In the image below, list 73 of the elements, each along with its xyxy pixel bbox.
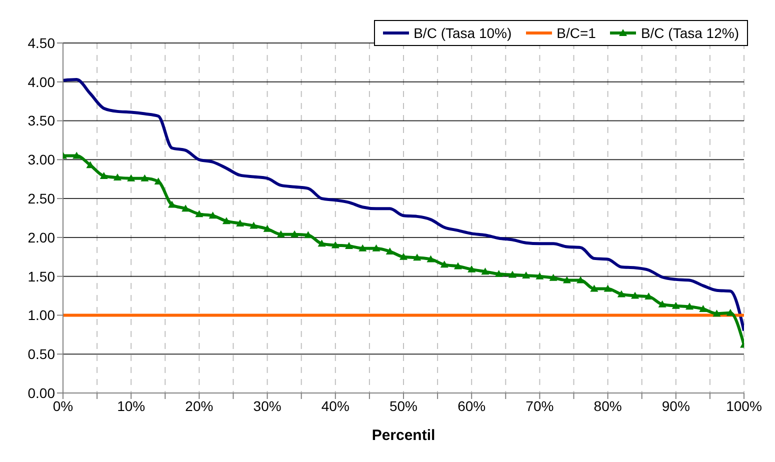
- y-tick-label: 0.50: [28, 346, 56, 362]
- point: [318, 240, 326, 247]
- point: [236, 219, 244, 226]
- point: [331, 241, 340, 248]
- point: [686, 302, 694, 310]
- y-tick-label: 3.00: [28, 152, 56, 168]
- point: [562, 276, 571, 284]
- point: [250, 222, 258, 229]
- point: [182, 204, 190, 212]
- x-tick-label: 20%: [185, 398, 214, 414]
- point: [468, 265, 476, 272]
- point: [440, 260, 448, 268]
- point: [590, 284, 598, 292]
- point: [195, 210, 204, 218]
- point: [72, 152, 81, 159]
- point: [113, 174, 122, 181]
- point: [386, 247, 394, 254]
- x-tick-label: 40%: [321, 398, 350, 414]
- point: [604, 284, 612, 292]
- x-tick-label: 50%: [389, 398, 418, 414]
- point: [536, 272, 544, 280]
- x-tick-label: 80%: [594, 398, 622, 414]
- point: [168, 200, 176, 208]
- point: [222, 217, 230, 224]
- point: [617, 290, 626, 298]
- point: [508, 270, 516, 278]
- point: [522, 272, 530, 279]
- point: [426, 255, 435, 262]
- point: [699, 305, 708, 312]
- y-tick-label: 1.50: [28, 268, 56, 284]
- legend-label: B/C (Tasa 10%): [414, 25, 512, 41]
- legend-label: B/C (Tasa 12%): [640, 25, 739, 41]
- x-axis-title: Percentil: [372, 427, 436, 444]
- point: [494, 270, 503, 277]
- point: [100, 172, 108, 179]
- point: [140, 174, 149, 182]
- point: [631, 292, 640, 299]
- point: [276, 230, 285, 238]
- y-tick-label: 4.00: [28, 74, 56, 90]
- x-tick-label: 10%: [117, 398, 146, 414]
- line-series: [63, 78, 744, 332]
- point: [372, 244, 380, 252]
- x-tick-label: 60%: [458, 398, 486, 414]
- y-tick-label: 3.50: [28, 112, 56, 129]
- point: [549, 274, 558, 281]
- y-tick-label: 0.00: [28, 384, 56, 401]
- point: [576, 276, 585, 284]
- x-tick-label: 100%: [726, 398, 762, 414]
- point: [658, 300, 666, 308]
- point: [290, 230, 299, 238]
- point: [208, 212, 217, 219]
- point: [413, 254, 422, 261]
- y-tick-label: 1.00: [28, 307, 56, 324]
- point: [712, 310, 721, 317]
- x-tick-label: 0%: [52, 398, 74, 414]
- point: [672, 302, 680, 309]
- x-tick-label: 90%: [662, 398, 690, 414]
- point: [358, 244, 367, 252]
- y-tick-label: 4.50: [28, 34, 56, 51]
- x-tick-label: 70%: [526, 398, 554, 414]
- point: [454, 262, 462, 270]
- x-tick-label: 30%: [253, 398, 282, 414]
- y-tick-label: 2.50: [28, 190, 56, 207]
- point: [263, 224, 272, 232]
- point: [481, 268, 490, 275]
- point: [304, 231, 312, 238]
- y-tick-label: 2.00: [28, 229, 56, 246]
- point: [154, 177, 162, 184]
- point: [400, 252, 408, 260]
- point: [644, 292, 653, 300]
- point: [127, 174, 136, 182]
- point: [345, 242, 354, 249]
- legend-label: B/C=1: [556, 25, 596, 41]
